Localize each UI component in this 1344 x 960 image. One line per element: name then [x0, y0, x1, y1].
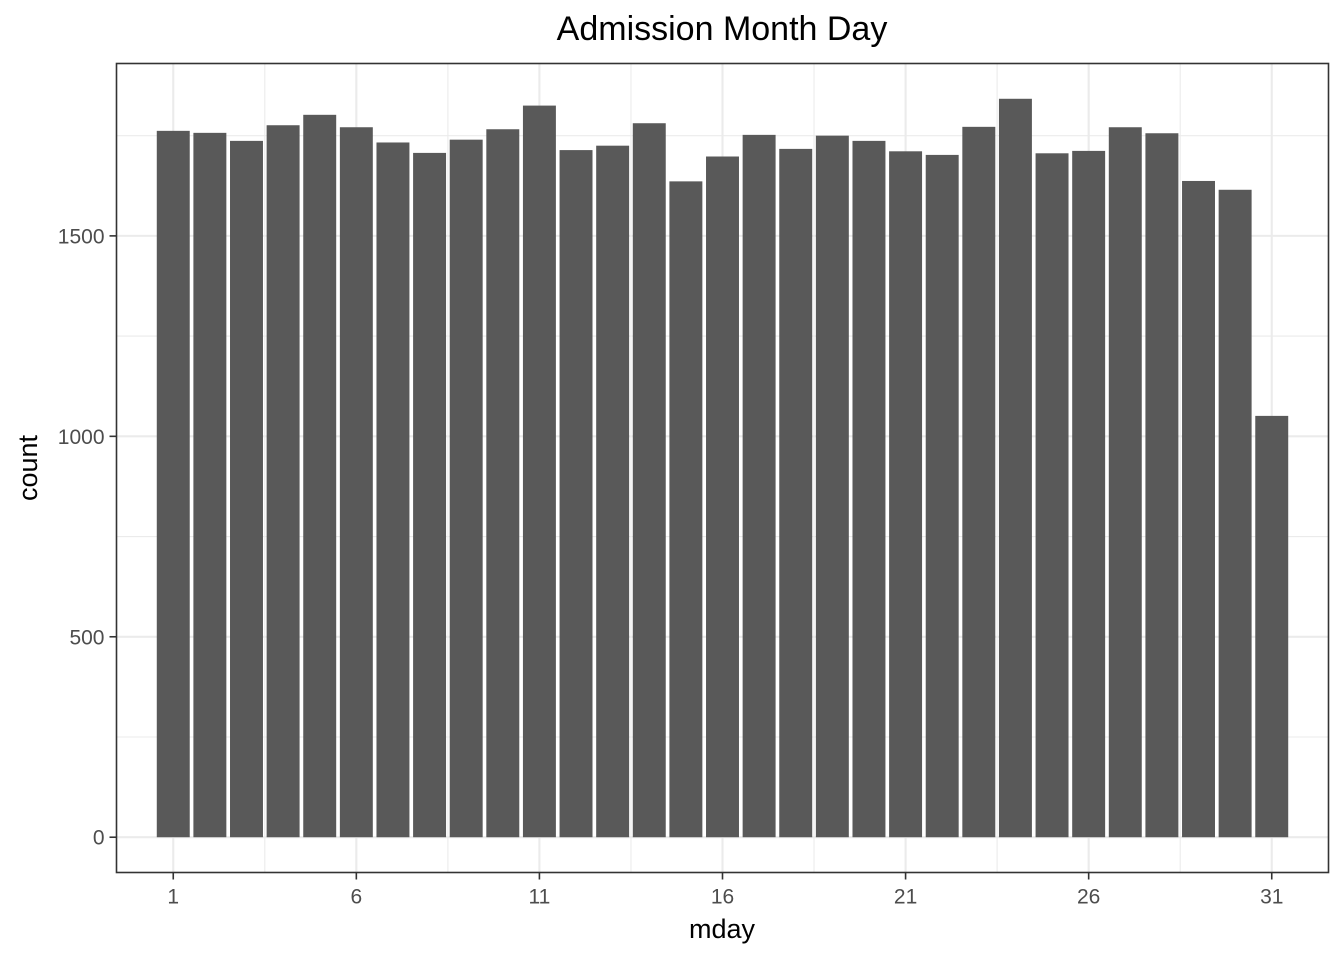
bar-mday-14 — [632, 123, 666, 838]
bar-mday-2 — [193, 132, 227, 838]
x-tick-label: 31 — [1260, 886, 1283, 909]
bar-mday-26 — [1072, 150, 1106, 838]
x-axis-title: mday — [689, 914, 756, 944]
bar-mday-9 — [449, 139, 483, 838]
bar-mday-24 — [998, 98, 1032, 838]
x-tick-label: 16 — [711, 886, 734, 909]
bar-mday-27 — [1108, 127, 1142, 838]
bar-mday-7 — [376, 142, 410, 838]
bar-mday-10 — [486, 129, 520, 838]
x-tick-label: 21 — [894, 886, 917, 909]
y-tick-label: 500 — [69, 626, 104, 649]
bar-mday-15 — [669, 181, 703, 838]
bar-mday-5 — [303, 114, 337, 838]
bar-mday-28 — [1145, 133, 1179, 838]
bar-mday-25 — [1035, 153, 1069, 838]
bar-mday-22 — [925, 154, 959, 838]
x-tick-label: 6 — [350, 886, 362, 909]
bar-mday-13 — [596, 145, 630, 838]
y-tick-label: 1000 — [58, 426, 105, 449]
bar-mday-12 — [559, 150, 593, 838]
bar-mday-1 — [156, 130, 190, 838]
y-tick-label: 0 — [93, 827, 105, 850]
bar-mday-23 — [962, 126, 996, 838]
chart-title: Admission Month Day — [557, 10, 888, 48]
bar-mday-19 — [815, 135, 849, 838]
bar-mday-8 — [413, 152, 447, 838]
y-axis-title: count — [13, 434, 43, 501]
bar-mday-18 — [779, 148, 813, 838]
bar-mday-3 — [230, 140, 263, 838]
bar-mday-30 — [1218, 189, 1252, 838]
y-tick-label: 1500 — [58, 225, 105, 248]
bars — [156, 98, 1289, 838]
y-axis: 0 500 1000 1500 — [58, 225, 117, 850]
bar-mday-29 — [1182, 180, 1215, 838]
bar-mday-17 — [742, 134, 776, 838]
bar-mday-20 — [852, 140, 886, 838]
x-axis: 1 6 11 16 21 26 31 — [167, 872, 1283, 909]
x-tick-label: 26 — [1077, 886, 1100, 909]
bar-mday-4 — [266, 125, 300, 838]
x-tick-label: 11 — [529, 886, 551, 909]
bar-mday-16 — [706, 156, 739, 838]
bar-mday-31 — [1255, 415, 1289, 838]
x-tick-label: 1 — [167, 886, 179, 909]
bar-mday-11 — [522, 105, 556, 838]
bar-mday-21 — [889, 151, 923, 838]
bar-mday-6 — [339, 127, 373, 838]
